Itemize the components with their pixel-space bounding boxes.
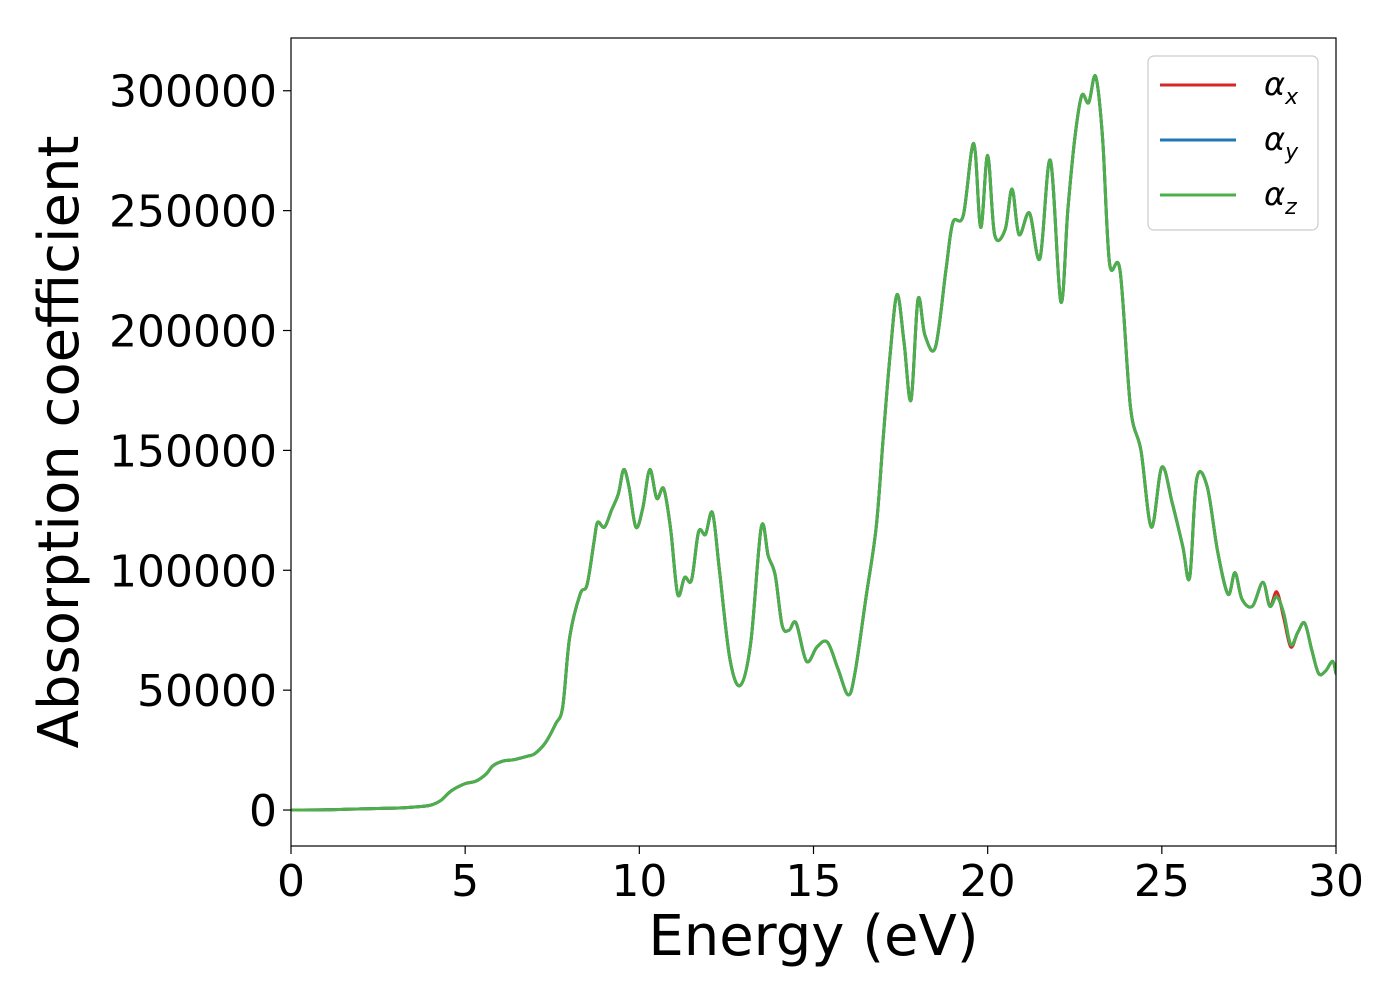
y-tick-label: 250000 <box>109 187 277 238</box>
series-line-z <box>291 74 1336 812</box>
y-axis-label: Absorption coefficient <box>27 136 92 749</box>
y-tick-label: 300000 <box>109 67 277 118</box>
x-tick-label: 30 <box>1308 856 1364 907</box>
legend-label-y: αy <box>1264 120 1299 165</box>
x-tick-label: 5 <box>451 856 479 907</box>
y-tick-label: 200000 <box>109 307 277 358</box>
x-axis-ticks: 0 5 10 15 20 25 30 <box>277 846 1364 907</box>
y-tick-label: 0 <box>249 786 277 837</box>
x-tick-label: 25 <box>1134 856 1190 907</box>
y-tick-label: 100000 <box>109 546 277 597</box>
legend-label-x: αx <box>1264 65 1299 110</box>
legend-label-z: αz <box>1264 175 1297 220</box>
x-tick-label: 20 <box>960 856 1016 907</box>
x-tick-label: 0 <box>277 856 305 907</box>
legend: αx αy αz <box>1147 55 1319 231</box>
y-axis-ticks: 0 50000 100000 150000 200000 250000 300000 <box>109 67 291 837</box>
y-tick-label: 150000 <box>109 426 277 477</box>
series-layer <box>291 74 1336 812</box>
x-tick-label: 15 <box>786 856 842 907</box>
y-tick-label: 50000 <box>137 666 277 717</box>
x-tick-label: 10 <box>611 856 667 907</box>
x-axis-label: Energy (eV) <box>648 904 978 969</box>
legend-box <box>1147 55 1319 231</box>
